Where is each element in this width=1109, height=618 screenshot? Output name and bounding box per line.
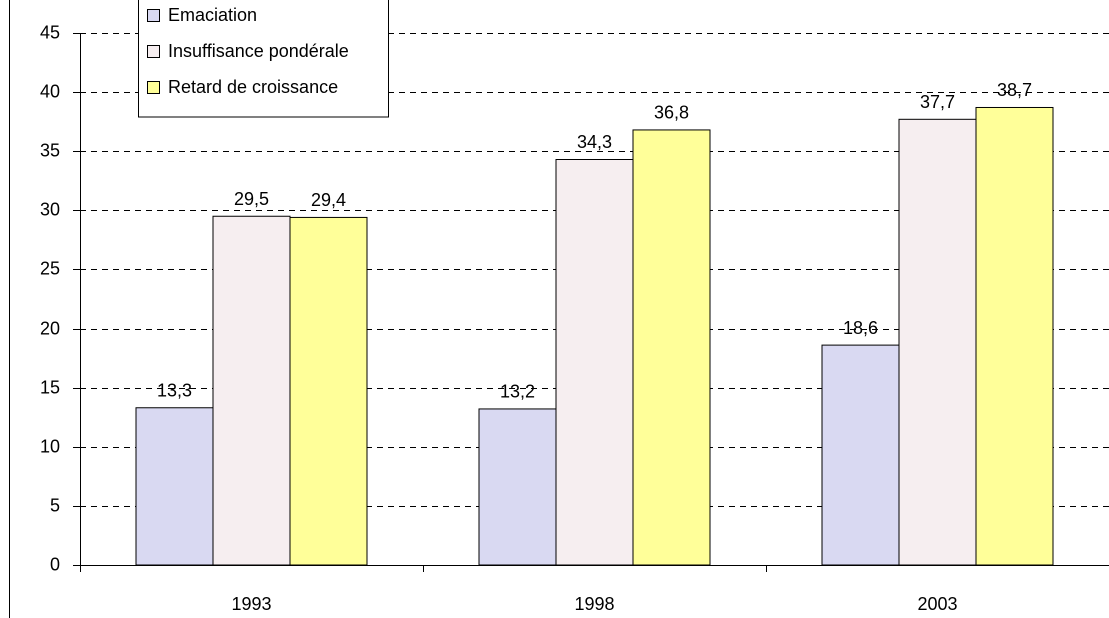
legend-label: Insuffisance pondérale [168,41,349,61]
y-tick-label: 25 [40,258,60,278]
value-label: 36,8 [654,103,689,123]
bar [212,215,291,566]
y-tick-label: 20 [40,318,60,338]
legend-swatch [147,45,160,58]
bar [478,408,557,566]
legend [138,0,389,118]
y-tick-label: 35 [40,140,60,160]
value-label: 13,3 [157,381,192,401]
x-tick-label: 1998 [574,594,614,614]
value-label: 13,2 [500,382,535,402]
x-tick-label: 1993 [231,594,271,614]
legend-label: Emaciation [168,5,257,25]
value-label: 18,6 [843,318,878,338]
bar [975,106,1054,566]
y-tick-label: 15 [40,377,60,397]
y-tick-label: 0 [50,554,60,574]
y-tick-label: 45 [40,22,60,42]
bar [821,344,900,566]
value-label: 37,7 [920,92,955,112]
value-label: 38,7 [997,80,1032,100]
y-tick-label: 5 [50,495,60,515]
x-tick-label: 2003 [917,594,957,614]
legend-label: Retard de croissance [168,77,338,97]
bar [135,407,214,566]
y-tick-label: 10 [40,436,60,456]
bar [632,129,711,566]
bar [555,158,634,566]
y-tick-label: 30 [40,199,60,219]
legend-swatch [147,81,160,94]
bar [289,216,368,566]
bar [898,118,977,566]
value-label: 29,4 [311,190,346,210]
value-label: 34,3 [577,132,612,152]
value-label: 29,5 [234,189,269,209]
y-tick-label: 40 [40,81,60,101]
legend-swatch [147,9,160,22]
